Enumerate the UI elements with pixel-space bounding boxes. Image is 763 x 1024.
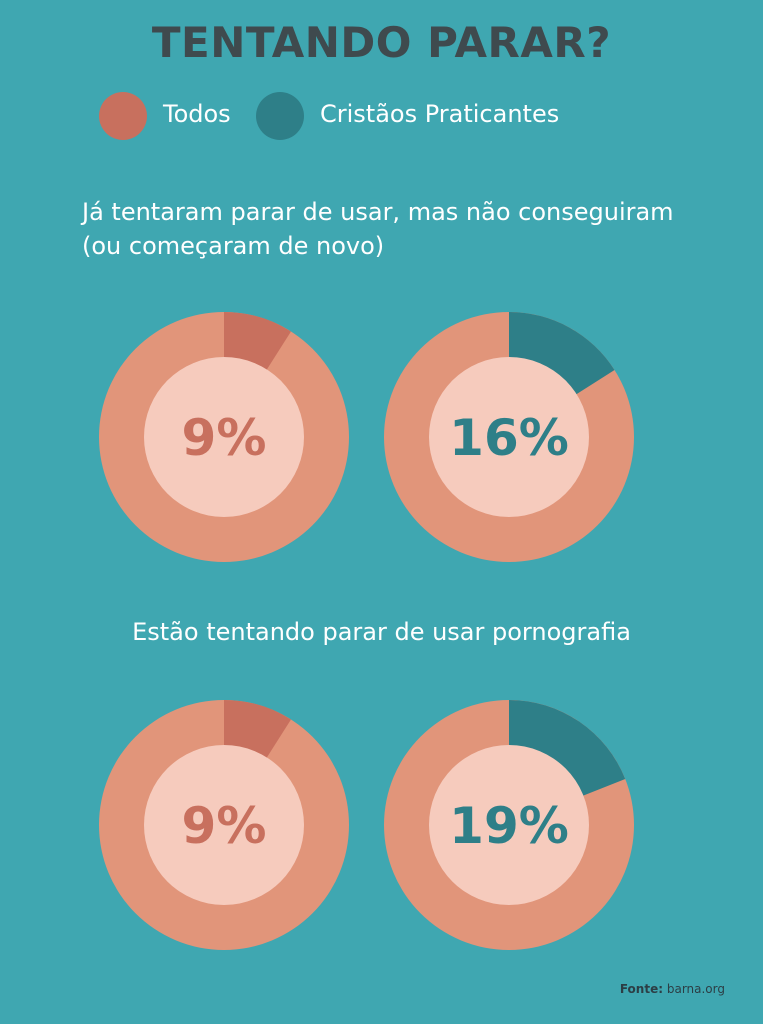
- donut-center: [429, 745, 589, 905]
- donut-q1-cristaos: 16%: [384, 312, 634, 562]
- question-2: Estão tentando parar de usar pornografia: [132, 618, 631, 646]
- source-text: barna.org: [666, 982, 725, 996]
- source-credit: Fonte: barna.org: [620, 982, 725, 996]
- donut-center: [144, 357, 304, 517]
- donut-center: [429, 357, 589, 517]
- donut-value-label: 19%: [449, 797, 569, 855]
- question-1: Já tentaram parar de usar, mas não conse…: [82, 195, 722, 263]
- donut-center: [144, 745, 304, 905]
- donut-q2-todos: 9%: [99, 700, 349, 950]
- donut-q2-cristaos: 19%: [384, 700, 634, 950]
- donut-value-label: 9%: [182, 797, 267, 855]
- legend-label-cristaos: Cristãos Praticantes: [320, 100, 560, 128]
- legend-label-todos: Todos: [163, 100, 231, 128]
- legend-swatch-todos: [99, 92, 147, 140]
- legend: Todos Cristãos Praticantes: [0, 90, 763, 142]
- donut-value-label: 9%: [182, 409, 267, 467]
- question-1-line-2: (ou começaram de novo): [82, 232, 385, 260]
- question-1-line-1: Já tentaram parar de usar, mas não conse…: [82, 198, 674, 226]
- legend-swatch-cristaos: [256, 92, 304, 140]
- source-prefix: Fonte:: [619, 982, 664, 996]
- donut-q1-todos: 9%: [99, 312, 349, 562]
- page-title: TENTANDO PARAR?: [151, 18, 612, 67]
- donut-value-label: 16%: [449, 409, 569, 467]
